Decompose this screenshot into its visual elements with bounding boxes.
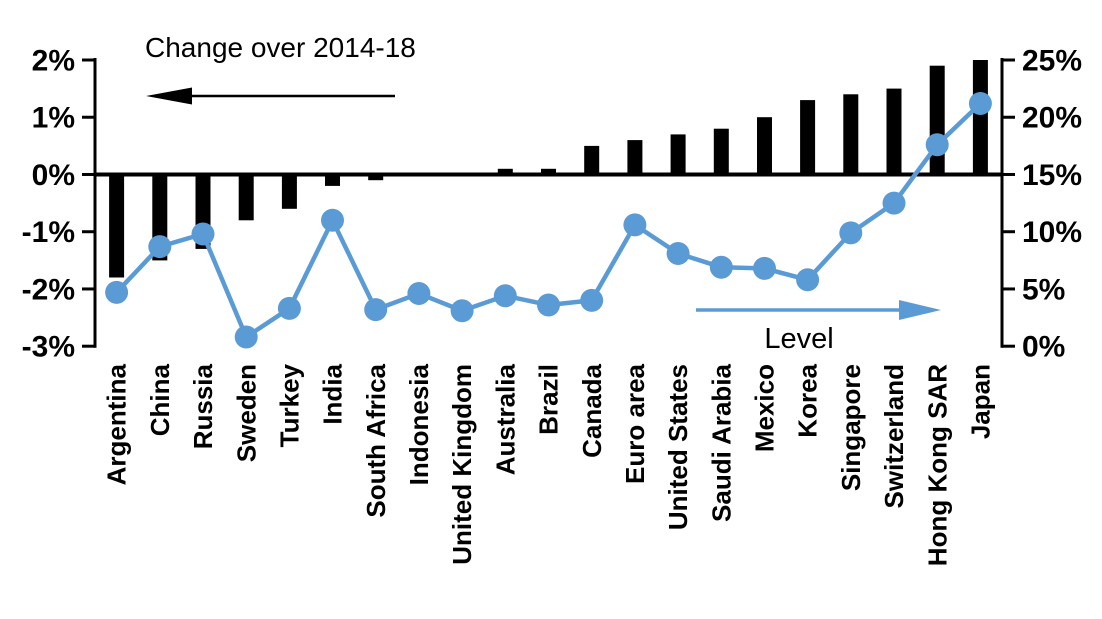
category-label: Turkey [275,363,305,447]
level-point [753,256,776,280]
bar [757,117,772,175]
category-label: Singapore [836,364,866,491]
level-point [277,296,301,320]
level-point [407,282,431,305]
bar [843,94,859,175]
left-axis-tick-label: -2% [22,273,75,306]
category-label: Korea [793,363,823,437]
category-label: Hong Kong SAR [922,364,952,566]
left-axis-tick-label: -3% [22,331,75,364]
right-axis-tick-label: 10% [1022,216,1082,249]
right-axis-tick-label: 15% [1022,159,1082,192]
category-label: Japan [966,364,996,439]
level-point [580,288,604,312]
line-series [105,92,992,349]
level-point [321,208,344,232]
level-point [882,191,906,215]
level-point [796,268,820,292]
bar-series [109,60,988,278]
bar [368,174,384,181]
right-axis-tick-label: 25% [1022,45,1082,78]
level-series-title: Level [764,323,833,355]
category-label: Euro area [620,363,650,483]
bar [886,88,902,175]
left-axis-tick-label: 2% [32,45,75,78]
bar [972,60,988,175]
category-label: Brazil [534,364,564,435]
level-point [537,293,560,317]
level-point [968,92,992,115]
bar [929,65,945,175]
bar [800,100,816,175]
bar-series-title: Change over 2014-18 [145,32,416,63]
category-label: Saudi Arabia [706,363,736,522]
bar [238,174,254,221]
level-point [234,325,258,349]
category-label: United States [663,364,693,530]
level-point [191,222,215,246]
right-axis-tick-label: 0% [1022,331,1065,364]
bar [627,140,643,175]
bar [541,168,556,175]
bar [325,174,340,186]
bar [670,134,686,175]
category-label: Canada [577,363,607,457]
category-label: Sweden [231,364,261,462]
left-axis-tick-label: 1% [32,102,75,135]
level-point [709,255,733,279]
category-label: Indonesia [404,363,434,485]
category-label: South Africa [361,363,391,517]
bar [109,174,125,278]
bar [713,128,729,175]
level-point [364,298,388,322]
left-axis-tick-label: -1% [22,216,75,249]
level-point [623,213,647,237]
right-axis-tick-label: 5% [1022,273,1065,306]
bar [497,168,513,175]
bar [584,145,600,175]
level-arrow-head [899,300,941,320]
left-axis-tick-label: 0% [32,159,75,192]
category-label: Russia [188,363,218,449]
right-axis-tick-label: 20% [1022,102,1082,135]
annotations [146,87,941,320]
category-label: Australia [490,363,520,475]
axes: 2% 1% 0% -1% -2% -3% 25% 20% 15% 10% 5% 0% [22,45,1082,364]
level-point [105,280,129,304]
category-label: China [145,363,175,436]
category-label: Mexico [750,364,780,452]
level-point [148,235,172,259]
bar [281,174,297,209]
bar-series-arrow-head [146,87,192,105]
category-label: Switzerland [879,364,909,508]
level-point [493,284,517,308]
level-point [450,299,474,323]
category-axis: Argentina China Russia Sweden Turkey India Sou… [102,363,996,566]
category-label: Argentina [102,363,132,485]
level-point [839,221,863,245]
level-point [925,133,949,157]
category-label: India [318,363,348,424]
category-label: United Kingdom [447,364,477,565]
level-point [666,242,690,265]
